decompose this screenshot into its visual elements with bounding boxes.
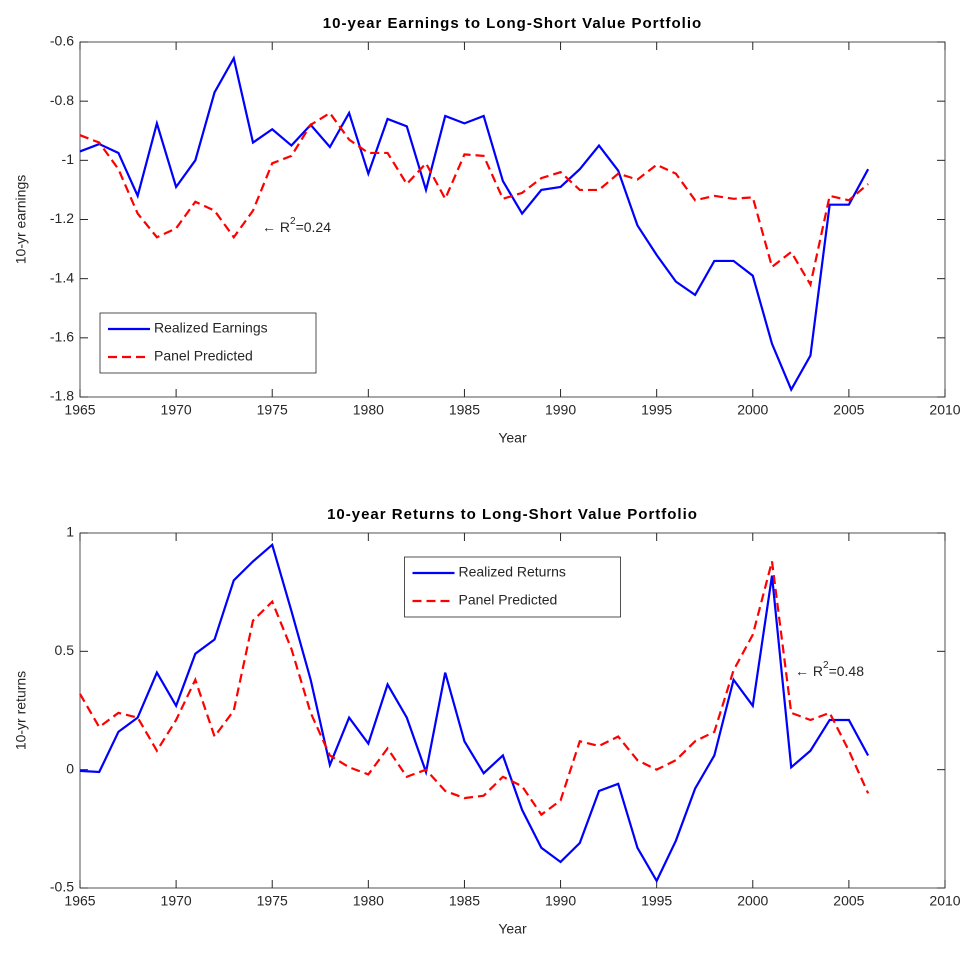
- y-tick-label: -1.6: [50, 329, 74, 345]
- y-tick-label: -0.8: [50, 92, 74, 108]
- y-tick-label: -1.2: [50, 210, 74, 226]
- legend-label: Panel Predicted: [154, 348, 253, 364]
- x-tick-label: 1985: [449, 402, 480, 418]
- y-tick-label: -1.4: [50, 269, 74, 285]
- y-tick-label: -0.5: [50, 879, 74, 895]
- y-tick-label: 0.5: [55, 642, 75, 658]
- y-tick-label: -0.6: [50, 33, 74, 49]
- annotation-sup: 2: [823, 660, 829, 671]
- x-tick-label: 1985: [449, 893, 480, 909]
- series-line: [79, 561, 870, 817]
- x-tick-label: 2010: [929, 402, 960, 418]
- subplot: 10-year Earnings to Long-Short Value Por…: [13, 15, 961, 446]
- legend-label: Realized Returns: [459, 564, 566, 580]
- x-tick-label: 2005: [833, 402, 864, 418]
- x-tick-label: 1990: [545, 402, 576, 418]
- legend-label: Realized Earnings: [154, 320, 268, 336]
- y-tick-label: 0: [66, 760, 74, 776]
- series-line: [79, 111, 869, 288]
- x-tick-label: 1970: [161, 893, 192, 909]
- annotation: ← R2=0.24: [262, 216, 331, 235]
- annotation-text: ← R: [795, 663, 823, 679]
- subplot: 10-year Returns to Long-Short Value Port…: [13, 506, 961, 937]
- x-axis-label: Year: [498, 921, 527, 937]
- series-line: [79, 55, 870, 393]
- chart-title: 10-year Returns to Long-Short Value Port…: [327, 506, 698, 523]
- annotation-text: ← R: [262, 219, 290, 235]
- x-tick-label: 1980: [353, 402, 384, 418]
- x-tick-label: 1975: [257, 402, 288, 418]
- annotation-text: =0.24: [296, 219, 332, 235]
- x-tick-label: 2000: [737, 402, 768, 418]
- annotation-text: =0.48: [829, 663, 865, 679]
- x-tick-label: 1995: [641, 402, 672, 418]
- y-axis-label: 10-yr earnings: [13, 175, 29, 265]
- legend-box: [404, 556, 621, 618]
- x-tick-label: 1965: [64, 402, 95, 418]
- series-line: [79, 542, 870, 884]
- x-tick-label: 1990: [545, 893, 576, 909]
- chart-title: 10-year Earnings to Long-Short Value Por…: [323, 15, 702, 32]
- x-tick-label: 2010: [929, 893, 960, 909]
- annotation-sup: 2: [290, 216, 296, 227]
- legend-label: Panel Predicted: [459, 592, 558, 608]
- legend-box: [99, 312, 317, 374]
- annotation: ← R2=0.48: [795, 660, 864, 679]
- y-tick-label: -1.8: [50, 388, 74, 404]
- x-tick-label: 1995: [641, 893, 672, 909]
- y-tick-label: -1: [62, 151, 75, 167]
- x-tick-label: 1975: [257, 893, 288, 909]
- x-tick-label: 2005: [833, 893, 864, 909]
- x-tick-label: 1980: [353, 893, 384, 909]
- y-axis-label: 10-yr returns: [13, 671, 29, 750]
- x-tick-label: 1970: [161, 402, 192, 418]
- x-tick-label: 1965: [64, 893, 95, 909]
- x-tick-label: 2000: [737, 893, 768, 909]
- x-axis-label: Year: [498, 430, 527, 446]
- y-tick-label: 1: [66, 524, 74, 540]
